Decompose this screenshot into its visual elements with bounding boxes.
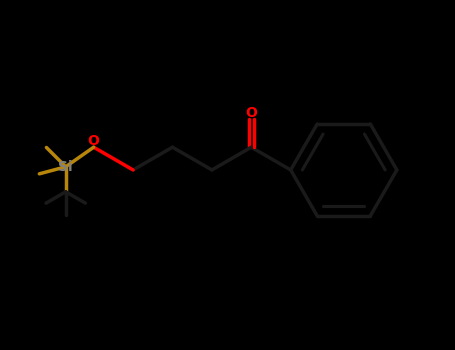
Text: O: O <box>88 134 100 148</box>
Text: O: O <box>245 106 257 120</box>
Text: Si: Si <box>58 160 73 174</box>
